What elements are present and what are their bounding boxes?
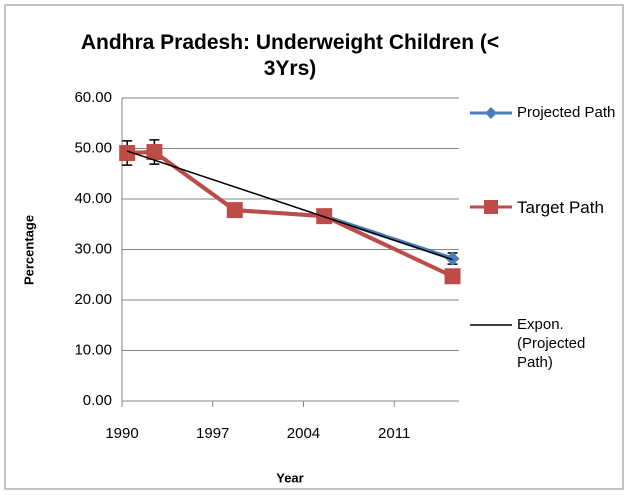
y-tick-label: 60.00 — [74, 89, 112, 106]
y-tick-label: 50.00 — [74, 139, 112, 156]
y-axis-label: Percentage — [21, 215, 36, 285]
legend-swatch-marker — [484, 200, 498, 214]
data-point — [445, 251, 460, 266]
data-point — [444, 268, 461, 285]
legend-label: Projected Path — [517, 104, 616, 121]
data-point — [119, 145, 136, 162]
series-line — [126, 150, 453, 261]
data-point — [226, 202, 243, 219]
x-tick-label: 2011 — [378, 425, 410, 442]
series-line — [127, 150, 454, 279]
x-tick-label: 1997 — [196, 425, 229, 442]
y-tick-label: 30.00 — [74, 240, 112, 257]
chart-title: Andhra Pradesh: Underweight Children (< … — [80, 31, 500, 80]
y-tick-label: 40.00 — [74, 190, 112, 207]
x-axis-label: Year — [276, 470, 303, 485]
data-point — [146, 144, 163, 161]
chart-border — [4, 4, 624, 490]
legend-swatch-marker — [485, 107, 497, 119]
y-tick-label: 20.00 — [74, 291, 112, 308]
x-tick-label: 2004 — [287, 425, 320, 442]
y-tick-label: 10.00 — [74, 341, 112, 358]
x-tick-label: 1990 — [105, 425, 138, 442]
legend-label: Expon. (Projected Path) — [517, 316, 586, 371]
legend-label: Target Path — [517, 198, 604, 217]
y-tick-label: 0.00 — [83, 392, 112, 409]
